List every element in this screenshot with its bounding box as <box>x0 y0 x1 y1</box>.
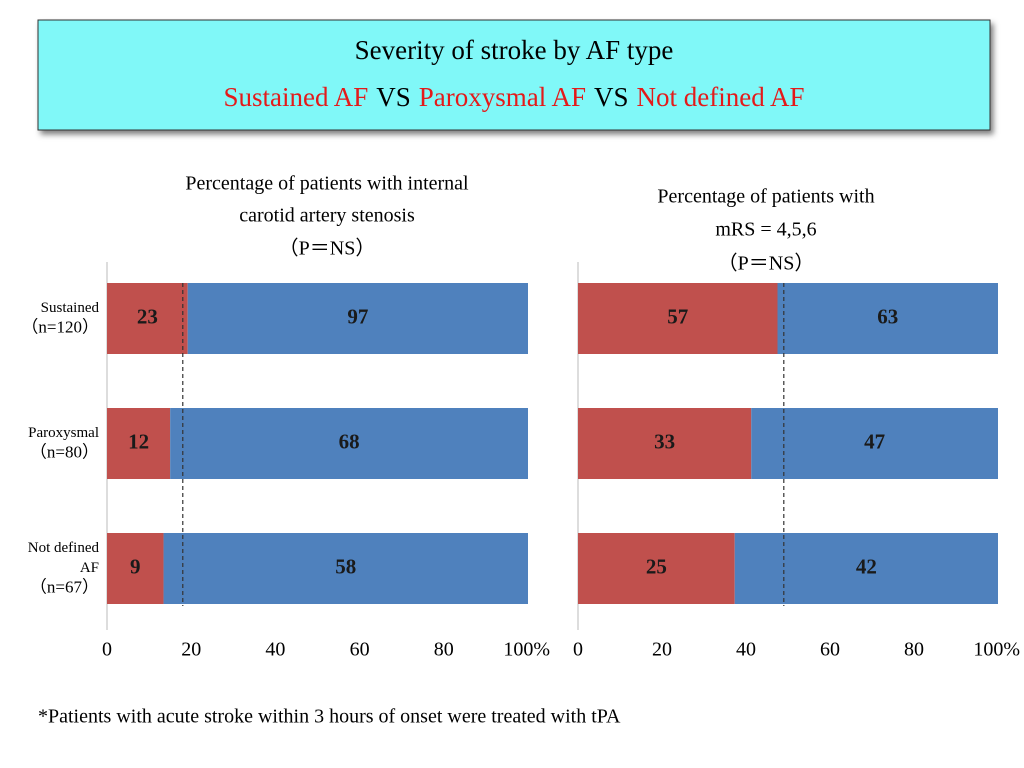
value-label: 12 <box>128 429 149 453</box>
bar-segment <box>734 533 998 604</box>
x-tick-label: 20 <box>652 639 672 661</box>
bar-segment <box>777 283 998 354</box>
x-tick-label: 20 <box>181 639 201 661</box>
category-label: （n=67） <box>30 577 99 596</box>
value-label: 58 <box>335 554 356 578</box>
x-tick-label: 60 <box>350 639 370 661</box>
category-label: （n=120） <box>21 317 99 336</box>
category-label: Paroxysmal <box>28 425 99 441</box>
subtitle-part: Paroxysmal AF <box>419 82 586 112</box>
x-tick-label: 80 <box>904 639 924 661</box>
subtitle-part: VS <box>594 82 629 112</box>
footnote: *Patients with acute stroke within 3 hou… <box>38 706 621 728</box>
bar-segment <box>578 533 735 604</box>
chart-title: carotid artery stenosis <box>239 205 415 227</box>
value-label: 33 <box>654 429 675 453</box>
bar-segment <box>170 408 528 479</box>
bar-segment <box>578 408 752 479</box>
value-label: 63 <box>877 304 898 328</box>
value-label: 57 <box>667 304 688 328</box>
chart-title: Percentage of patients with internal <box>185 173 469 195</box>
header-subtitle: Sustained AF VS Paroxysmal AF VS Not defined… <box>223 82 804 112</box>
x-tick-label: 100% <box>503 639 550 661</box>
x-tick-label: 40 <box>265 639 285 661</box>
category-label: Sustained <box>41 300 100 316</box>
value-label: 97 <box>347 304 368 328</box>
chart-title: （P＝NS） <box>279 237 376 260</box>
bar-segment <box>107 408 171 479</box>
subtitle-part: Not defined AF <box>637 82 805 112</box>
x-tick-label: 40 <box>736 639 756 661</box>
bar-segment <box>163 533 528 604</box>
category-label: AF <box>80 560 99 576</box>
bar-segment <box>187 283 529 354</box>
x-tick-label: 80 <box>434 639 454 661</box>
bar-segment <box>578 283 778 354</box>
chart-title: mRS = 4,5,6 <box>715 219 816 241</box>
value-label: 9 <box>130 554 141 578</box>
header-title: Severity of stroke by AF type <box>355 35 674 65</box>
bar-segment <box>107 533 164 604</box>
chart-title: Percentage of patients with <box>657 186 874 208</box>
value-label: 25 <box>646 554 667 578</box>
category-label: （n=80） <box>30 442 99 461</box>
value-label: 23 <box>137 304 158 328</box>
value-label: 42 <box>856 554 877 578</box>
x-tick-label: 0 <box>573 639 583 661</box>
value-label: 68 <box>339 429 360 453</box>
x-tick-label: 0 <box>102 639 112 661</box>
x-tick-label: 60 <box>820 639 840 661</box>
x-tick-label: 100% <box>973 639 1020 661</box>
header-box <box>37 19 991 131</box>
value-label: 47 <box>864 429 885 453</box>
bar-segment <box>107 283 188 354</box>
category-label: Not defined <box>28 540 100 556</box>
subtitle-part: VS <box>376 82 411 112</box>
subtitle-part: Sustained AF <box>223 82 368 112</box>
bar-segment <box>751 408 998 479</box>
chart-title: （P＝NS） <box>718 252 815 275</box>
